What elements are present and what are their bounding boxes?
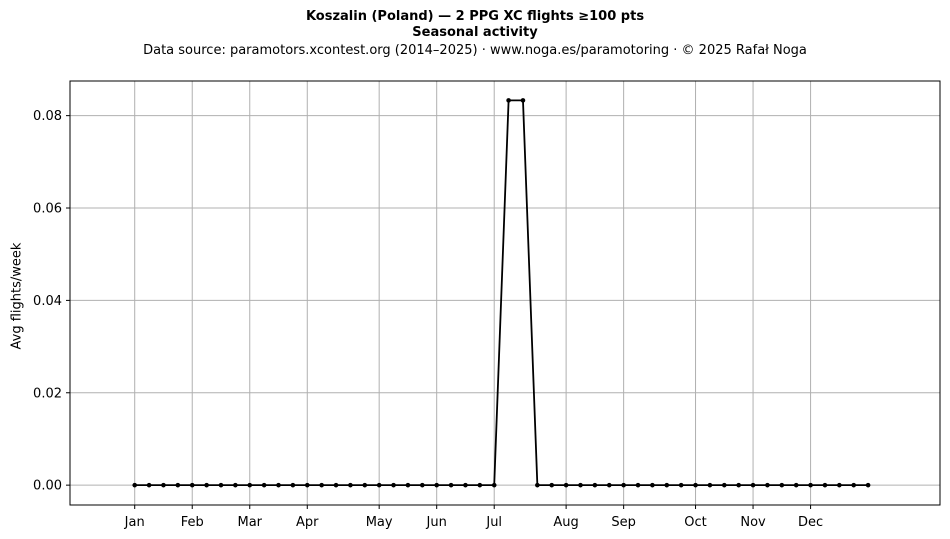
data-point xyxy=(463,482,468,488)
x-tick-label: Feb xyxy=(181,515,204,530)
data-point xyxy=(204,482,209,488)
data-point xyxy=(793,482,799,488)
data-source-note: Data source: paramotors.xcontest.org (20… xyxy=(143,43,807,58)
data-point xyxy=(721,482,727,488)
data-point xyxy=(420,482,425,488)
x-tick-label: Dec xyxy=(798,515,823,530)
data-point xyxy=(276,482,281,488)
x-tick-label: May xyxy=(366,515,393,530)
data-point xyxy=(592,482,598,488)
chart-title: Koszalin (Poland) — 2 PPG XC flights ≥10… xyxy=(305,9,645,24)
data-point xyxy=(261,482,267,488)
data-point xyxy=(750,482,756,488)
y-axis-label: Avg flights/week xyxy=(9,242,25,350)
data-point xyxy=(606,482,612,488)
y-tick-label: 0.06 xyxy=(33,202,62,217)
data-point xyxy=(765,482,770,488)
x-tick-label: Sep xyxy=(611,515,636,530)
data-point xyxy=(865,482,871,488)
data-point xyxy=(391,482,396,488)
y-tick-label: 0.08 xyxy=(33,109,62,124)
data-point xyxy=(664,482,670,488)
x-tick-label: Nov xyxy=(740,515,766,530)
data-point xyxy=(506,98,511,103)
y-tick-label: 0.00 xyxy=(33,479,62,494)
x-tick-label: Mar xyxy=(237,515,262,530)
data-point xyxy=(333,482,339,488)
data-point xyxy=(678,482,684,488)
x-tick-label: Aug xyxy=(553,515,578,530)
data-point xyxy=(348,482,353,488)
plot-frame xyxy=(69,80,941,506)
data-point xyxy=(851,482,857,488)
data-point xyxy=(520,98,526,103)
x-tick-label: Oct xyxy=(684,515,706,530)
data-point xyxy=(549,482,555,488)
data-point xyxy=(635,482,641,488)
data-point xyxy=(434,482,439,488)
data-point xyxy=(175,482,181,488)
x-tick-label: Jun xyxy=(426,515,447,530)
series-line xyxy=(134,99,869,487)
data-point xyxy=(247,482,253,488)
data-point xyxy=(132,482,138,488)
data-point xyxy=(477,482,483,488)
data-point xyxy=(146,482,152,488)
data-point xyxy=(290,482,296,488)
data-point xyxy=(535,482,540,488)
data-point xyxy=(650,482,655,488)
data-point xyxy=(578,482,583,488)
data-point xyxy=(808,482,813,488)
chart-subtitle: Seasonal activity xyxy=(412,25,538,40)
data-point xyxy=(304,482,310,488)
data-point xyxy=(218,482,224,488)
data-point xyxy=(233,482,238,488)
data-point xyxy=(448,482,454,488)
data-point xyxy=(161,482,166,488)
data-point xyxy=(563,482,569,488)
data-point xyxy=(405,482,411,488)
x-tick-label: Apr xyxy=(296,515,319,530)
y-tick-label: 0.04 xyxy=(33,294,62,309)
data-point xyxy=(822,482,828,488)
x-tick-label: Jan xyxy=(124,515,145,530)
data-point xyxy=(837,482,842,488)
data-point xyxy=(376,482,382,488)
x-tick-label: Jul xyxy=(485,515,502,530)
data-point xyxy=(491,482,497,488)
data-point xyxy=(693,482,698,488)
data-point xyxy=(621,482,626,488)
data-point xyxy=(189,482,195,488)
data-point xyxy=(319,482,324,488)
y-tick-label: 0.02 xyxy=(33,386,62,401)
data-point xyxy=(779,482,785,488)
data-point xyxy=(362,482,368,488)
data-point xyxy=(707,482,713,488)
data-point xyxy=(736,482,741,488)
